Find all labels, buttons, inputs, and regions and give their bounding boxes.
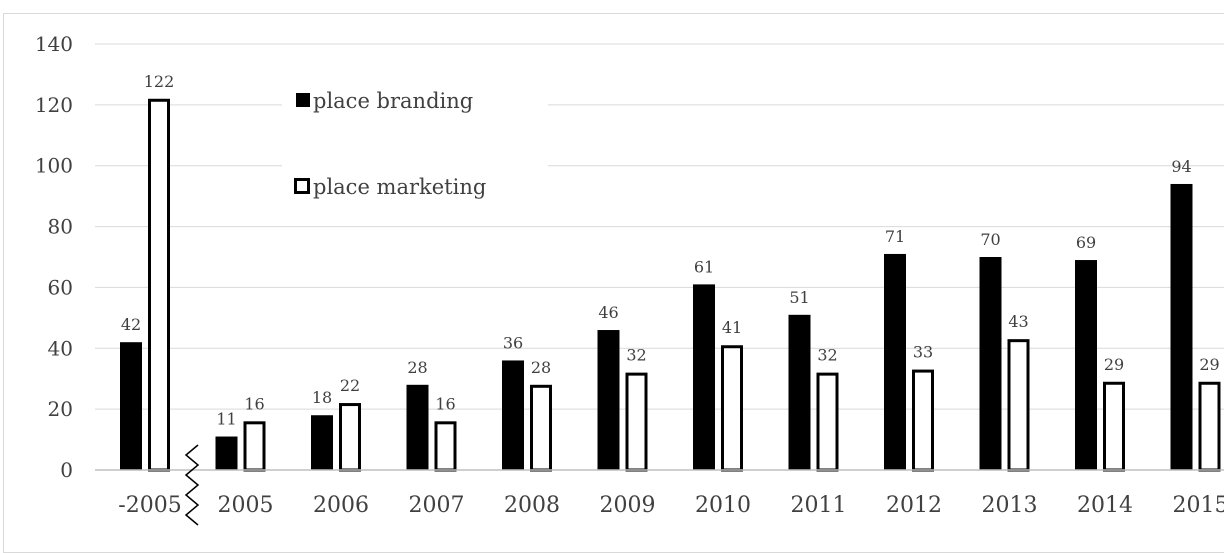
- bar-place-marketing: [1105, 383, 1124, 470]
- bar-place-marketing: [245, 423, 264, 470]
- gridlines: [95, 44, 1224, 409]
- bar-place-branding: [693, 284, 715, 470]
- data-label: 41: [722, 318, 742, 337]
- data-label: 46: [598, 303, 618, 322]
- x-axis-ticks: -2005 2005 2006 2007 2008 2009 2010 2011 2012 201…: [118, 493, 1224, 518]
- data-label: 71: [885, 227, 905, 246]
- data-label: 18: [312, 388, 332, 407]
- y-tick-label: 80: [48, 215, 73, 239]
- data-label: 28: [407, 358, 427, 377]
- data-label: 32: [626, 346, 646, 365]
- data-label: 22: [340, 376, 360, 395]
- data-label: 43: [1008, 312, 1028, 331]
- y-tick-label: 60: [48, 275, 73, 299]
- bar-place-marketing: [723, 347, 742, 470]
- data-label: 28: [531, 358, 551, 377]
- axis-break-mark: [186, 445, 198, 525]
- data-label: 33: [913, 343, 933, 362]
- x-tick-label: 2011: [791, 493, 847, 518]
- x-tick-label: 2009: [600, 493, 656, 518]
- bar-place-marketing: [1009, 341, 1028, 470]
- legend-label-place-marketing: place marketing: [313, 175, 486, 199]
- bar-place-marketing: [1200, 383, 1219, 470]
- x-tick-label: 2008: [504, 493, 560, 518]
- data-label: 29: [1199, 355, 1219, 374]
- bar-place-marketing: [436, 423, 455, 470]
- x-tick-label: 2014: [1077, 493, 1133, 518]
- bar-place-branding: [598, 330, 620, 470]
- bar-place-marketing: [150, 100, 169, 470]
- bar-place-marketing: [914, 371, 933, 470]
- legend-swatch-place-marketing: [296, 180, 309, 193]
- data-label: 36: [503, 333, 523, 352]
- legend-swatch-place-branding: [296, 93, 310, 107]
- bar-place-branding: [1075, 260, 1097, 470]
- y-axis-ticks: 0 20 40 60 80 100 120 140: [35, 32, 73, 482]
- data-label: 122: [144, 72, 175, 91]
- x-tick-label: 2013: [982, 493, 1038, 518]
- y-tick-label: 100: [35, 154, 73, 178]
- bar-place-branding: [789, 315, 811, 470]
- bar-place-branding: [1171, 184, 1193, 470]
- x-tick-label: 2007: [409, 493, 465, 518]
- data-label: 70: [980, 230, 1000, 249]
- data-label: 29: [1104, 355, 1124, 374]
- x-tick-label: 2012: [886, 493, 942, 518]
- bar-place-marketing: [818, 374, 837, 470]
- y-tick-label: 40: [48, 336, 73, 360]
- y-tick-label: 0: [60, 458, 73, 482]
- data-label: 69: [1076, 233, 1096, 252]
- x-tick-label: 2015: [1173, 493, 1224, 518]
- x-tick-label: 2010: [695, 493, 751, 518]
- x-tick-label: 2005: [218, 493, 274, 518]
- data-label: 61: [694, 257, 714, 276]
- bar-place-marketing: [341, 405, 360, 470]
- data-label: 42: [121, 315, 141, 334]
- data-label: 94: [1171, 157, 1191, 176]
- bar-place-marketing: [627, 374, 646, 470]
- bar-place-branding: [120, 342, 142, 470]
- bar-place-branding: [311, 415, 333, 470]
- data-label: 32: [817, 346, 837, 365]
- bar-place-branding: [980, 257, 1002, 470]
- bar-place-marketing: [532, 386, 551, 470]
- y-tick-label: 140: [35, 32, 73, 56]
- y-tick-label: 20: [48, 397, 73, 421]
- bar-place-branding: [407, 385, 429, 470]
- bar-place-branding: [216, 437, 238, 470]
- data-label: 16: [244, 394, 264, 413]
- bar-chart: 0 20 40 60 80 100 120 140 42 122 11 16 18 22 28 16 36 28…: [0, 0, 1224, 527]
- bar-place-branding: [884, 254, 906, 470]
- data-label: 16: [435, 394, 455, 413]
- x-tick-label: -2005: [118, 493, 181, 518]
- y-tick-label: 120: [35, 93, 73, 117]
- x-tick-label: 2006: [313, 493, 369, 518]
- data-label: 51: [789, 288, 809, 307]
- bar-place-branding: [502, 360, 524, 470]
- legend-label-place-branding: place branding: [313, 89, 473, 113]
- data-label: 11: [216, 410, 236, 429]
